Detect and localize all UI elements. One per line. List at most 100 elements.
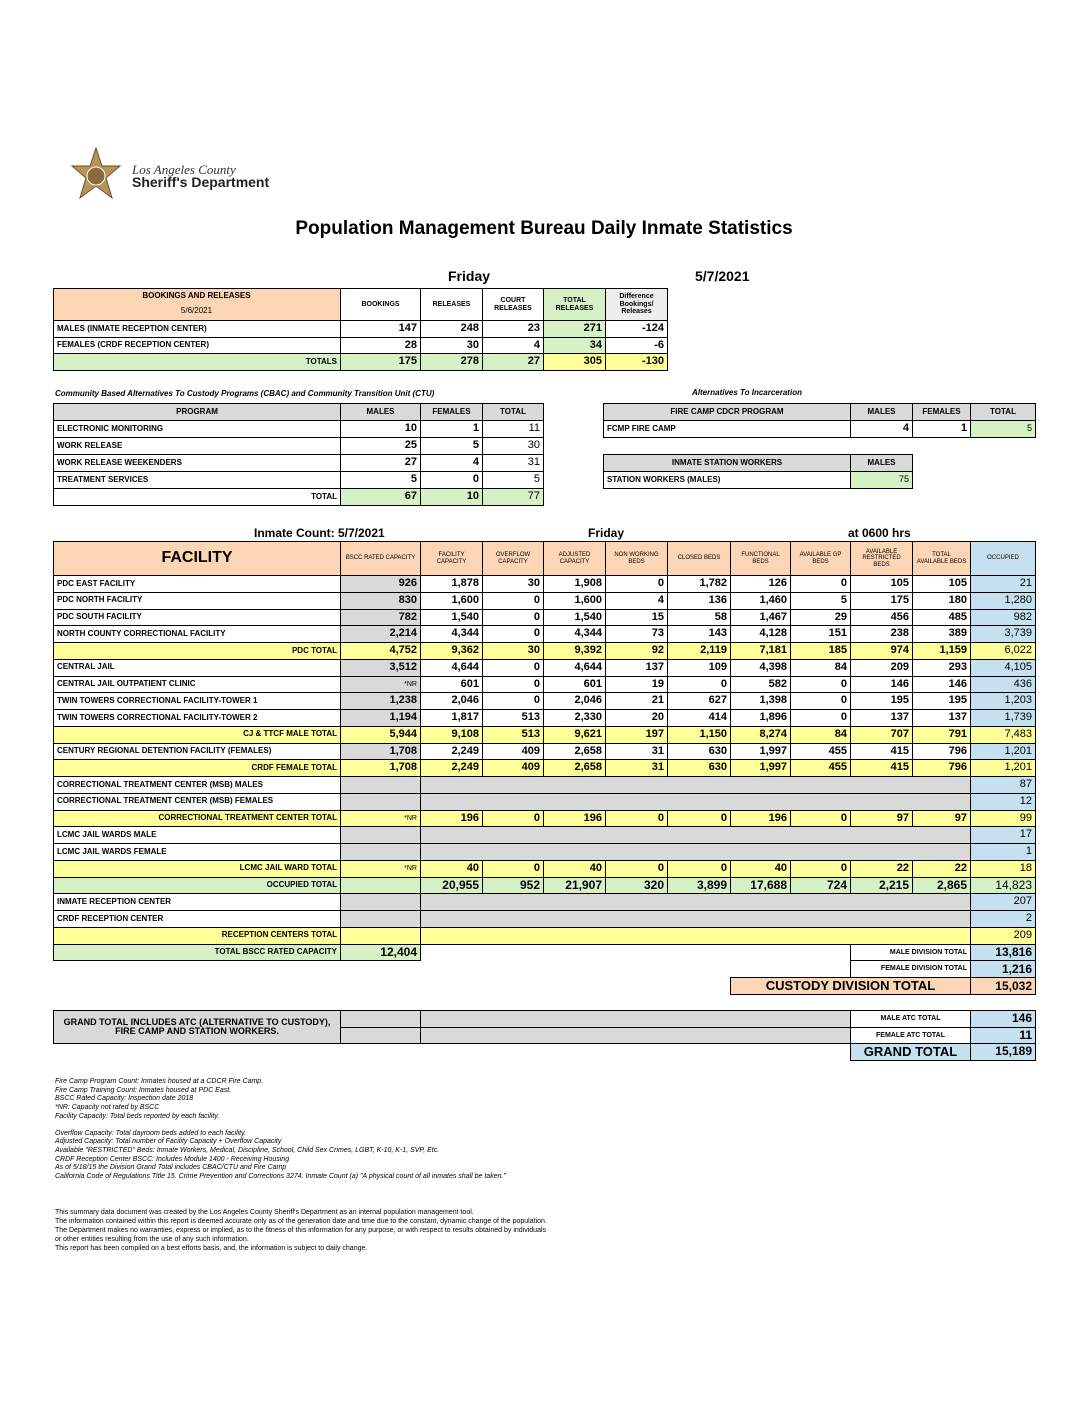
value-cell: 1,739 [970,709,1036,727]
blank-cell [420,776,971,794]
value-cell: 436 [970,675,1036,694]
column-header: ADJUSTED CAPACITY [543,541,606,576]
disclaimer: The information contained within this re… [55,1218,547,1225]
value-cell [340,893,421,911]
value-cell: 87 [970,776,1036,794]
value-cell: 30 [482,437,544,455]
value-cell: 146 [850,675,913,694]
value-cell: 0 [790,575,851,593]
value-cell: 10 [420,488,483,506]
disclaimer: This report has been compiled on a best … [55,1245,368,1252]
section-title: Alternatives To Incarceration [692,388,802,397]
value-cell: 791 [912,725,971,744]
value-cell: 4 [482,336,544,355]
value-cell: 1,600 [420,591,483,610]
value-cell: 1,203 [970,692,1036,710]
column-header: FEMALES [912,403,971,421]
value-cell [340,910,421,928]
value-cell: 0 [790,859,851,878]
value-cell: 0 [482,658,544,677]
section-title: Friday [588,526,625,540]
blank-cell [420,1010,851,1028]
value-cell: 1,238 [340,692,421,710]
value-cell: 5 [790,591,851,610]
value-cell: 4 [420,454,483,472]
value-cell: 0 [790,675,851,694]
section-title: Community Based Alternatives To Custody … [55,389,435,398]
value-cell: 0 [790,709,851,727]
value-cell: 4,398 [730,658,791,677]
value-cell: 14,823 [970,876,1036,895]
column-header: OVERFLOW CAPACITY [482,541,544,576]
value-cell: 4,644 [543,658,606,677]
value-cell: 92 [605,642,668,660]
note: Overflow Capacity: Total dayroom beds ad… [55,1129,247,1137]
division-label: CUSTODY DIVISION TOTAL [730,977,971,995]
value-cell: 28 [340,336,421,355]
value-cell: 0 [482,625,544,643]
value-cell: 4,128 [730,625,791,643]
value-cell: 0 [482,859,544,878]
value-cell: 1,817 [420,709,483,727]
value-cell: 10 [340,420,421,438]
value-cell: 4,105 [970,658,1036,677]
value-cell: 34 [543,336,606,355]
value-cell: 389 [912,625,971,643]
value-cell: 1,540 [420,608,483,627]
value-cell: 1,782 [667,575,731,593]
grand-value: 146 [970,1010,1036,1028]
value-cell: 18 [970,859,1036,878]
value-cell: 3,899 [667,876,731,895]
division-value: 13,816 [970,943,1036,962]
value-cell: 29 [790,608,851,627]
value-cell: 485 [912,608,971,627]
value-cell: 0 [482,591,544,610]
value-cell: 0 [482,675,544,694]
value-cell: 9,108 [420,725,483,744]
column-header: MALES [850,454,913,472]
value-cell: 4 [850,420,913,438]
value-cell: 0 [482,608,544,627]
value-cell: 40 [730,859,791,878]
row-label: RECEPTION CENTERS TOTAL [53,926,341,945]
value-cell: 105 [850,575,913,593]
division-label: MALE DIVISION TOTAL [850,943,971,962]
value-cell: 2,330 [543,709,606,727]
note: Fire Camp Training Count: Inmates housed… [55,1086,232,1094]
value-cell: 23 [482,320,544,338]
note: Facility Capacity: Total beds reported b… [55,1112,220,1120]
value-cell: 409 [482,742,544,761]
day: Friday [448,268,491,284]
row-label: TREATMENT SERVICES [53,471,341,489]
value-cell: 320 [605,876,668,895]
value-cell: 180 [912,591,971,610]
row-label: WORK RELEASE WEEKENDERS [53,454,341,472]
value-cell: -130 [605,353,668,372]
disclaimer: or other entities resulting from the use… [55,1236,249,1243]
value-cell: 196 [543,809,606,828]
value-cell: 30 [482,642,544,660]
value-cell: 147 [340,320,421,338]
division-value: 1,216 [970,960,1036,978]
value-cell: 209 [850,658,913,677]
blank-cell [420,826,971,844]
value-cell: 2,249 [420,759,483,777]
column-header: MALES [340,403,421,421]
row-label: PDC SOUTH FACILITY [53,608,341,627]
value-cell: 5,944 [340,725,421,744]
org-name: Los Angeles County [132,162,236,177]
value-cell [340,776,421,794]
column-header: NON WORKING BEDS [605,541,668,576]
value-cell: 40 [543,859,606,878]
value-cell: 278 [420,353,483,372]
value-cell: 513 [482,725,544,744]
value-cell: 77 [482,488,544,506]
value-cell: 195 [912,692,971,710]
note: As of 5/18/15 the Division Grand Total i… [55,1164,287,1172]
value-cell: 2,249 [420,742,483,761]
row-label: STATION WORKERS (MALES) [603,471,851,489]
row-label: PDC NORTH FACILITY [53,591,341,610]
value-cell: 97 [850,809,913,828]
value-cell: 8,274 [730,725,791,744]
value-cell: 21,907 [543,876,606,895]
